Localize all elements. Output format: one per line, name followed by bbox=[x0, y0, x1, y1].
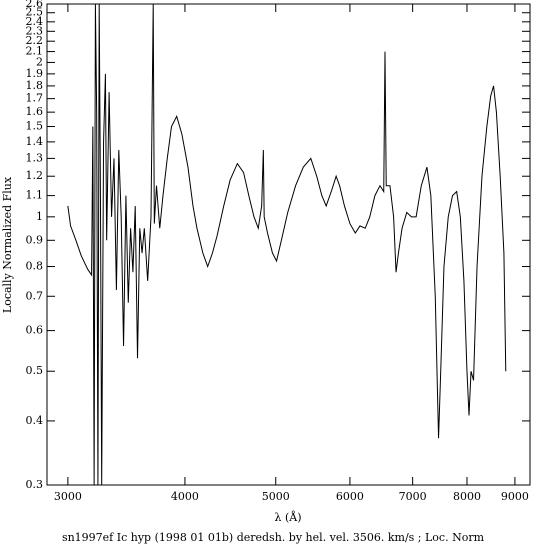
y-axis-label: Locally Normalized Flux bbox=[1, 176, 14, 313]
y-tick-label: 0.3 bbox=[26, 478, 44, 491]
y-tick-label: 2 bbox=[36, 55, 43, 68]
y-tick-label: 1.8 bbox=[26, 79, 44, 92]
x-tick-label: 4000 bbox=[171, 490, 199, 503]
x-tick-label: 9000 bbox=[501, 490, 529, 503]
y-tick-label: 1.5 bbox=[26, 120, 44, 133]
spectrum-line bbox=[67, 4, 507, 485]
y-tick-label: 0.6 bbox=[26, 324, 44, 337]
y-tick-label: 1.6 bbox=[26, 105, 44, 118]
y-tick-label: 1.2 bbox=[26, 169, 44, 182]
y-tick-label: 1.4 bbox=[26, 135, 44, 148]
y-tick-label: 2.6 bbox=[26, 0, 44, 10]
y-tick-label: 1 bbox=[36, 210, 43, 223]
y-tick-label: 2.4 bbox=[26, 15, 44, 28]
y-tick-label: 1.7 bbox=[26, 92, 44, 105]
chart-title: sn1997ef Ic hyp (1998 01 01b) deredsh. b… bbox=[62, 531, 485, 544]
x-tick-label: 8000 bbox=[453, 490, 481, 503]
y-tick-label: 2.5 bbox=[26, 6, 44, 19]
y-tick-label: 0.7 bbox=[26, 289, 44, 302]
y-tick-label: 0.8 bbox=[26, 260, 44, 273]
y-tick-label: 0.9 bbox=[26, 233, 44, 246]
y-tick-label: 1.3 bbox=[26, 151, 44, 164]
y-tick-label: 2.3 bbox=[26, 24, 44, 37]
y-tick-label: 1.9 bbox=[26, 67, 44, 80]
y-tick-label: 0.5 bbox=[26, 364, 44, 377]
y-tick-label: 2.2 bbox=[26, 34, 44, 47]
x-tick-label: 5000 bbox=[262, 490, 290, 503]
y-tick-label: 0.4 bbox=[26, 414, 44, 427]
x-tick-label: 6000 bbox=[336, 490, 364, 503]
x-tick-label: 3000 bbox=[54, 490, 82, 503]
plot-frame bbox=[46, 3, 531, 486]
x-tick-label: 7000 bbox=[399, 490, 427, 503]
x-axis-label: λ (Å) bbox=[275, 510, 302, 524]
y-tick-label: 1.1 bbox=[26, 189, 44, 202]
y-tick-label: 2.1 bbox=[26, 45, 44, 58]
